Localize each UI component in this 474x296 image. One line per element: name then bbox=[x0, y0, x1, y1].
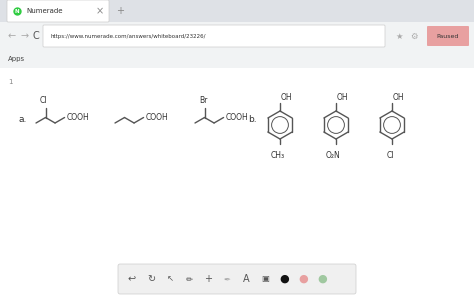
Text: C: C bbox=[32, 31, 39, 41]
Text: ↖: ↖ bbox=[166, 274, 173, 284]
FancyBboxPatch shape bbox=[427, 26, 469, 46]
Text: COOH: COOH bbox=[226, 113, 248, 122]
Text: Cl: Cl bbox=[40, 96, 47, 104]
Text: Paused: Paused bbox=[437, 33, 459, 38]
Text: Apps: Apps bbox=[8, 56, 25, 62]
Text: OH: OH bbox=[281, 93, 292, 102]
Text: ↩: ↩ bbox=[128, 274, 136, 284]
Text: ⚙: ⚙ bbox=[410, 31, 418, 41]
Text: https://www.numerade.com/answers/whiteboard/23226/: https://www.numerade.com/answers/whitebo… bbox=[50, 33, 206, 38]
FancyBboxPatch shape bbox=[0, 22, 474, 50]
FancyBboxPatch shape bbox=[118, 264, 356, 294]
Text: ↻: ↻ bbox=[147, 274, 155, 284]
Text: CH₃: CH₃ bbox=[271, 151, 285, 160]
FancyBboxPatch shape bbox=[7, 0, 109, 22]
Text: ▣: ▣ bbox=[261, 274, 269, 284]
FancyBboxPatch shape bbox=[0, 50, 474, 68]
Text: ★: ★ bbox=[395, 31, 402, 41]
Text: A: A bbox=[243, 274, 249, 284]
Text: ✏: ✏ bbox=[185, 274, 192, 284]
Text: ●: ● bbox=[298, 274, 308, 284]
FancyBboxPatch shape bbox=[0, 0, 474, 22]
Text: →: → bbox=[20, 31, 28, 41]
Text: +: + bbox=[204, 274, 212, 284]
Text: OH: OH bbox=[337, 93, 348, 102]
FancyBboxPatch shape bbox=[0, 68, 474, 296]
Text: Br: Br bbox=[200, 96, 208, 104]
Text: Numerade: Numerade bbox=[26, 8, 63, 14]
Text: COOH: COOH bbox=[146, 113, 168, 122]
Text: ←: ← bbox=[8, 31, 16, 41]
Text: ✒: ✒ bbox=[224, 274, 230, 284]
Text: +: + bbox=[116, 6, 124, 16]
Text: O₂N: O₂N bbox=[326, 151, 340, 160]
FancyBboxPatch shape bbox=[43, 25, 385, 47]
Text: b.: b. bbox=[248, 115, 256, 123]
Text: OH: OH bbox=[393, 93, 405, 102]
Text: N: N bbox=[15, 9, 19, 14]
Text: 1: 1 bbox=[8, 79, 12, 85]
Text: ●: ● bbox=[279, 274, 289, 284]
Text: ●: ● bbox=[317, 274, 327, 284]
Text: COOH: COOH bbox=[66, 113, 89, 122]
Text: ×: × bbox=[96, 6, 104, 16]
Text: a.: a. bbox=[18, 115, 27, 123]
Text: Cl: Cl bbox=[386, 151, 394, 160]
